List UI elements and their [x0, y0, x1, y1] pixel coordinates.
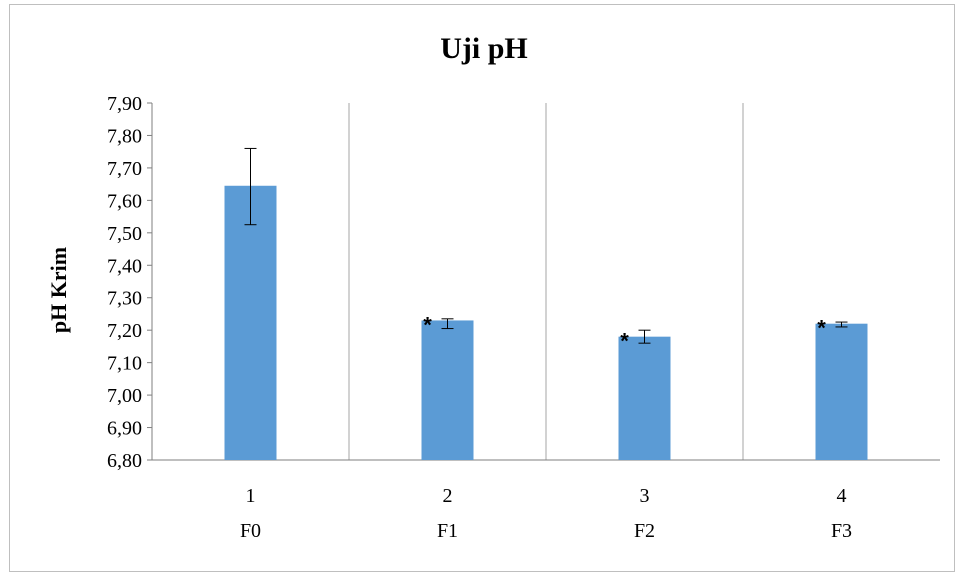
group-label: F1 — [437, 520, 458, 542]
y-tick-label: 7,60 — [107, 190, 142, 212]
group-label: F2 — [634, 520, 655, 542]
y-tick-label: 6,80 — [107, 450, 142, 472]
y-axis-label: pH Krim — [46, 247, 71, 333]
x-tick-label: 3 — [640, 485, 650, 507]
y-tick-label: 7,30 — [107, 288, 142, 310]
y-tick-label: 7,70 — [107, 158, 142, 180]
bar — [815, 323, 868, 460]
bar — [224, 185, 277, 460]
group-label: F3 — [831, 520, 852, 542]
y-tick-label: 7,20 — [107, 320, 142, 342]
x-tick-label: 2 — [443, 485, 453, 507]
y-tick-label: 6,90 — [107, 418, 142, 440]
chart-frame — [9, 4, 955, 572]
x-tick-label: 1 — [246, 485, 256, 507]
significance-mark: * — [817, 316, 826, 341]
x-tick-label: 4 — [837, 485, 847, 507]
y-tick-label: 7,80 — [107, 125, 142, 147]
y-tick-label: 7,10 — [107, 353, 142, 375]
bar — [618, 336, 671, 460]
significance-mark: * — [620, 329, 629, 354]
y-tick-label: 7,00 — [107, 385, 142, 407]
group-label: F0 — [240, 520, 261, 542]
significance-mark: * — [423, 312, 432, 337]
y-tick-label: 7,50 — [107, 223, 142, 245]
plot-area: 6,80 6,90 7,00 7,10 7,20 7,30 7,40 7,50 7,60 7,70… — [107, 93, 940, 542]
bar — [421, 320, 474, 460]
chart-title: Uji pH — [440, 32, 528, 65]
y-tick-label: 7,40 — [107, 255, 142, 277]
y-tick-label: 7,90 — [107, 93, 142, 115]
